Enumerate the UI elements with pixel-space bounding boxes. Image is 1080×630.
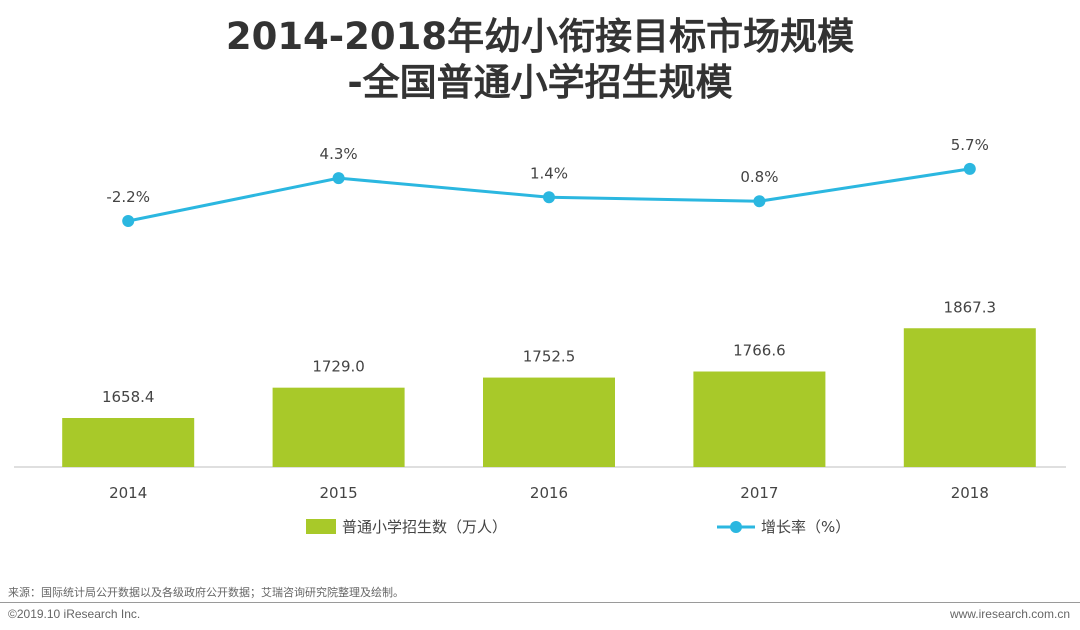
growth-point-2014: [122, 215, 135, 228]
bar-2015: [272, 387, 405, 467]
bar-label-2018: 1867.3: [944, 298, 997, 316]
legend-line-label: 增长率（%）: [761, 518, 850, 536]
growth-point-2018: [963, 162, 976, 175]
growth-point-2015: [332, 172, 345, 185]
x-tick-label-2014: 2014: [109, 484, 147, 502]
growth-label-2017: 0.8%: [740, 168, 778, 186]
x-tick-label-2016: 2016: [530, 484, 568, 502]
copyright-text: ©2019.10 iResearch Inc.: [8, 607, 141, 621]
growth-label-2018: 5.7%: [951, 136, 989, 154]
legend-bar-label: 普通小学招生数（万人）: [342, 518, 507, 536]
legend-bar-swatch: [306, 519, 336, 534]
x-tick-label-2015: 2015: [320, 484, 358, 502]
chart-title-line-2: -全国普通小学招生规模: [347, 61, 733, 104]
chart-title-line-1: 2014-2018年幼小衔接目标市场规模: [225, 15, 855, 58]
growth-label-2014: -2.2%: [106, 188, 150, 206]
growth-point-2016: [543, 191, 555, 204]
bar-label-2014: 1658.4: [102, 388, 155, 406]
legend-line-marker: [730, 521, 742, 533]
growth-point-2017: [753, 195, 766, 208]
combo-chart: 1658.4 2014 1729.0 2015 1752.5 2016 1766.6 2017…: [14, 136, 1066, 536]
bar-2018: [903, 328, 1036, 467]
website-url: www.iresearch.com.cn: [949, 607, 1070, 621]
x-tick-label-2017: 2017: [740, 484, 778, 502]
bar-label-2016: 1752.5: [523, 348, 576, 366]
x-tick-label-2018: 2018: [951, 484, 989, 502]
source-note: 来源：国际统计局公开数据以及各级政府公开数据；艾瑞咨询研究院整理及绘制。: [8, 586, 404, 599]
bar-2017: [693, 371, 826, 467]
bar-label-2015: 1729.0: [312, 358, 365, 376]
chart-title: 2014-2018年幼小衔接目标市场规模 -全国普通小学招生规模: [0, 14, 1080, 106]
bar-label-2017: 1766.6: [733, 342, 786, 360]
growth-label-2016: 1.4%: [530, 164, 568, 182]
footer-divider: [0, 602, 1080, 603]
bar-2016: [483, 377, 615, 467]
growth-label-2015: 4.3%: [320, 145, 358, 163]
bar-2014: [62, 418, 195, 467]
